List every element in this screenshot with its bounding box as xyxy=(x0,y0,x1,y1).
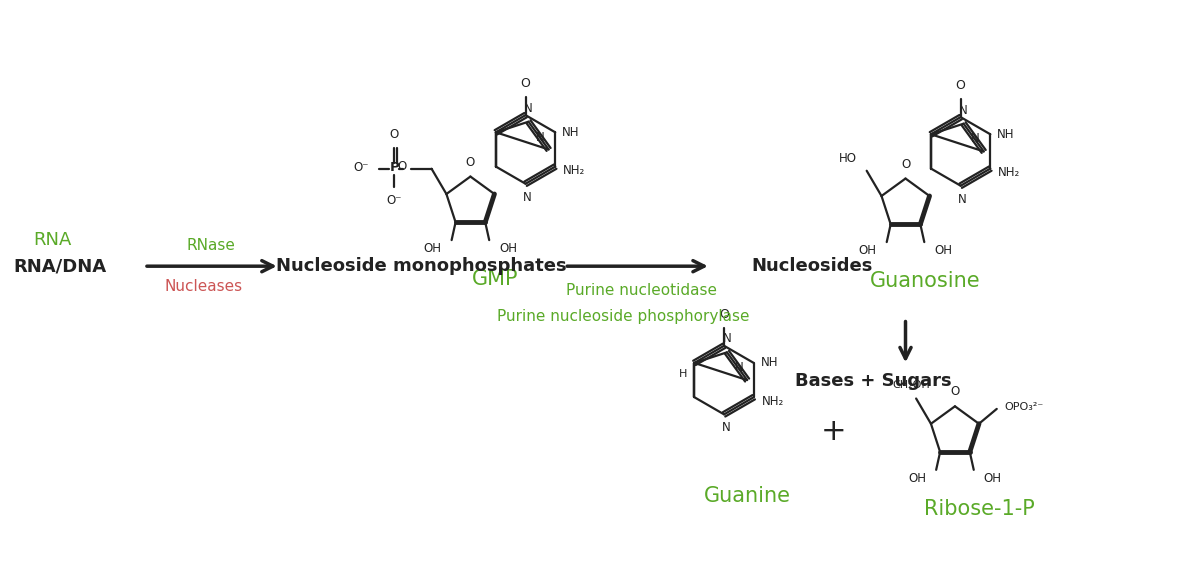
Text: O: O xyxy=(466,156,475,168)
Text: P: P xyxy=(390,161,400,174)
Text: N: N xyxy=(524,102,533,115)
Text: NH₂: NH₂ xyxy=(998,166,1020,179)
Text: N: N xyxy=(959,104,968,116)
Text: H: H xyxy=(679,369,688,379)
Text: Guanosine: Guanosine xyxy=(870,271,980,291)
Text: N: N xyxy=(721,421,731,435)
Text: O: O xyxy=(901,158,910,171)
Text: RNase: RNase xyxy=(187,238,235,254)
Text: NH₂: NH₂ xyxy=(563,164,586,177)
Text: OH: OH xyxy=(859,244,877,257)
Text: GMP: GMP xyxy=(472,269,518,289)
Text: Nucleoside monophosphates: Nucleoside monophosphates xyxy=(276,257,566,275)
Text: HO: HO xyxy=(839,152,857,165)
Text: OH: OH xyxy=(984,472,1002,485)
Text: N: N xyxy=(722,332,731,345)
Text: N: N xyxy=(959,192,967,206)
Text: Nucleases: Nucleases xyxy=(164,279,242,294)
Text: Purine nucleotidase: Purine nucleotidase xyxy=(566,283,716,298)
Text: RNA: RNA xyxy=(32,231,71,250)
Text: O: O xyxy=(521,78,530,90)
Text: O: O xyxy=(955,79,966,93)
Text: OH: OH xyxy=(499,242,517,255)
Text: O: O xyxy=(950,385,960,399)
Text: O: O xyxy=(390,128,400,141)
Text: O: O xyxy=(397,160,407,173)
Text: Bases + Sugars: Bases + Sugars xyxy=(794,372,952,390)
Text: +: + xyxy=(821,417,846,446)
Text: O: O xyxy=(719,308,728,321)
Text: N: N xyxy=(971,132,979,146)
Text: CH₂OH: CH₂OH xyxy=(893,380,930,389)
Text: OH: OH xyxy=(908,472,926,485)
Text: N: N xyxy=(523,191,532,204)
Text: N: N xyxy=(536,131,545,143)
Text: O⁻: O⁻ xyxy=(386,194,402,207)
Text: Nucleosides: Nucleosides xyxy=(751,257,872,275)
Text: Ribose-1-P: Ribose-1-P xyxy=(924,499,1036,519)
Text: OH: OH xyxy=(934,244,952,257)
Text: Purine nucleoside phosphorylase: Purine nucleoside phosphorylase xyxy=(498,309,750,324)
Text: RNA/DNA: RNA/DNA xyxy=(13,257,107,275)
Text: Guanine: Guanine xyxy=(703,486,791,506)
Text: O⁻: O⁻ xyxy=(353,161,368,174)
Text: NH₂: NH₂ xyxy=(762,395,784,408)
Text: NH: NH xyxy=(562,126,580,139)
Text: NH: NH xyxy=(761,356,778,369)
Text: OPO₃²⁻: OPO₃²⁻ xyxy=(1004,402,1044,412)
Text: N: N xyxy=(734,361,743,374)
Text: OH: OH xyxy=(424,242,442,255)
Text: NH: NH xyxy=(997,128,1015,141)
